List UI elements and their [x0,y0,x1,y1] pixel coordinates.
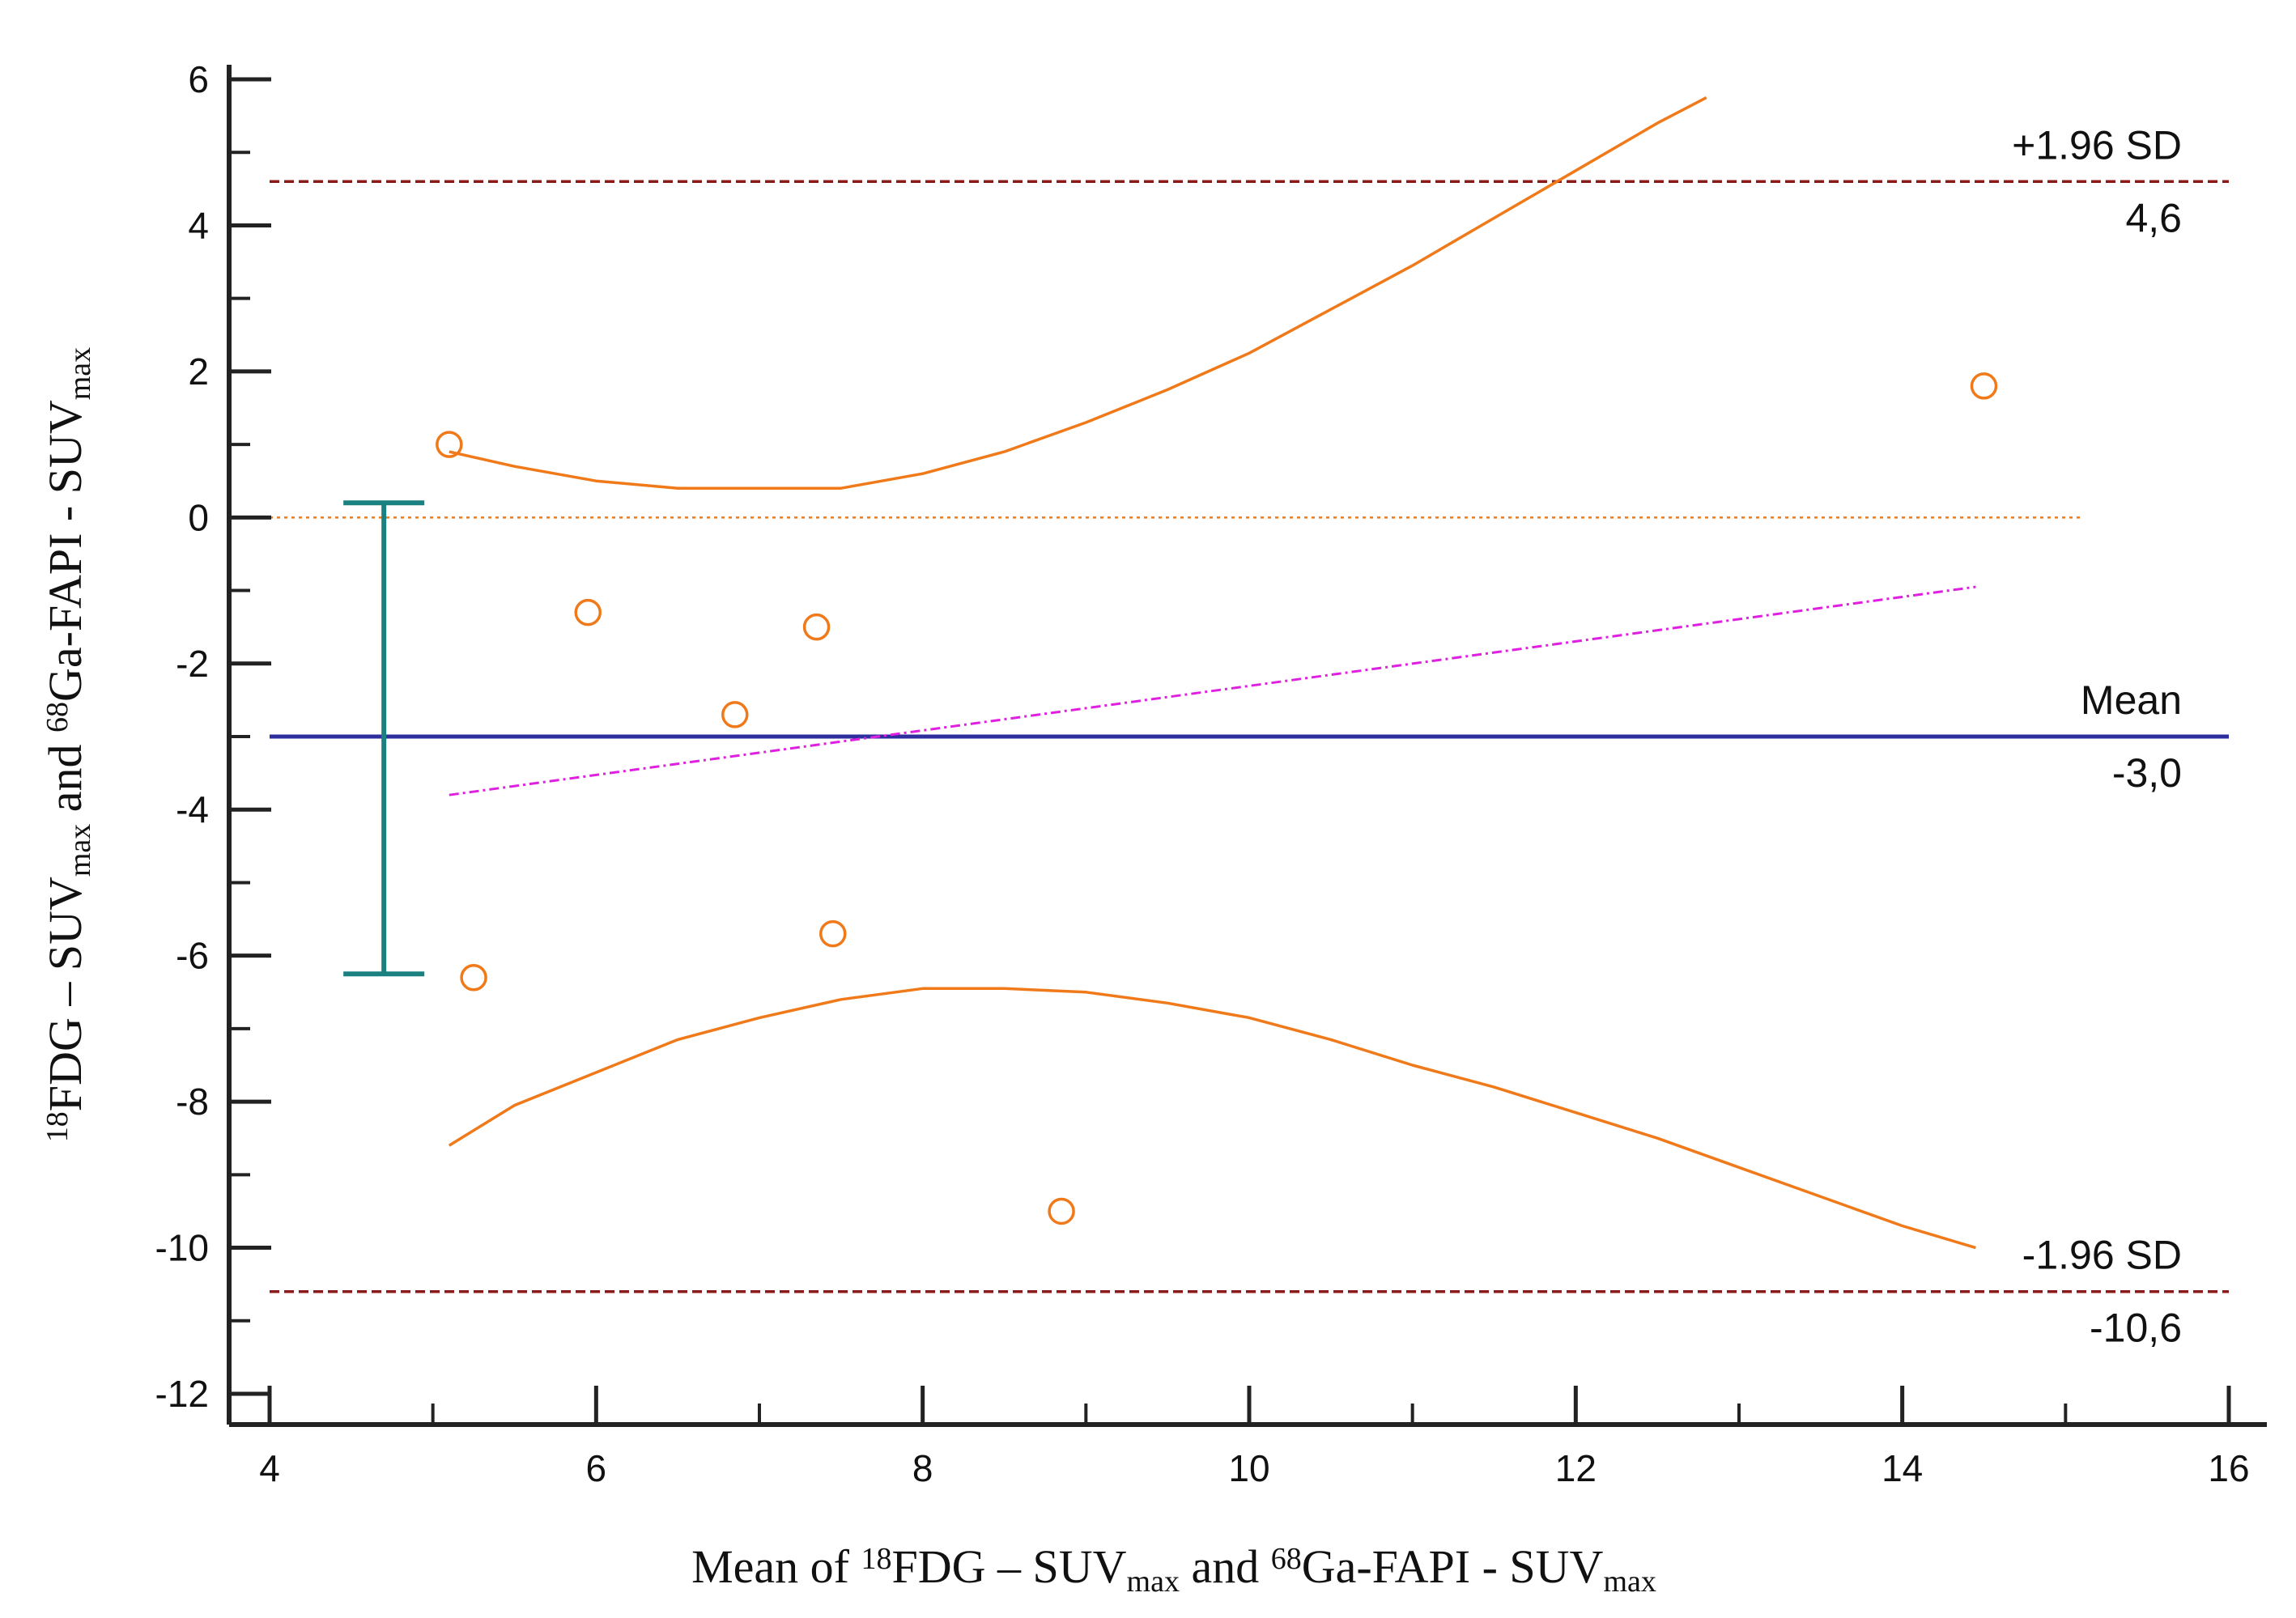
upper-loa-label-value: 4,6 [2125,195,2182,240]
axis-title-part: and [39,733,91,824]
axis-title-part: max [63,824,97,877]
axis-title-part: max [63,347,97,400]
regression-line [449,585,1976,796]
x-tick-label: 14 [1881,1447,1923,1489]
data-point-7 [1048,1197,1075,1225]
upper-loa-label-top: +1.96 SD [2012,122,2182,168]
x-tick-label: 12 [1555,1447,1597,1489]
data-points-group [436,372,1998,1225]
x-tick-label: 10 [1228,1447,1269,1489]
axes-group [227,65,2267,1427]
data-point-8 [1970,372,1998,400]
y-axis-title: 18FDG – SUVmax and 68Ga-FAPI - SUVmax [39,347,97,1142]
x-tick-label: 8 [912,1447,933,1489]
mean-label-top: Mean [2081,677,2182,723]
lower-loa-label-value: -10,6 [2090,1306,2182,1351]
x-tick-label: 6 [586,1447,607,1489]
data-point-3 [574,598,602,626]
y-tick-label: -6 [176,935,209,977]
axis-title-part: 18 [40,1111,74,1142]
axis-title-part: Ga-FAPI - SUV [39,400,91,702]
axis-title-part: 68 [40,702,74,733]
y-tick-label: -8 [176,1081,209,1123]
axis-title-part: 18 [861,1542,891,1576]
axis-title-part: FDG – SUV [39,877,91,1111]
data-point-2 [460,963,487,992]
confidence-curve-upper [449,96,1707,490]
reference-lines-group [270,180,2229,1293]
lower-loa-label-top: -1.96 SD [2022,1233,2182,1278]
axis-title-part: Ga-FAPI - SUV [1302,1540,1604,1593]
axis-title-part: and [1180,1540,1271,1593]
y-tick-label: 6 [188,58,209,100]
tick-labels-group: 6 4 2 0 -2 -4 -6 -8 -10 -12 4 6 8 10 12 14 16 [155,58,2250,1489]
y-tick-label: 2 [188,350,209,393]
y-tick-label: 4 [188,204,209,246]
mean-ci-bar-group [343,500,425,977]
confidence-curve-lower [448,987,1976,1250]
x-tick-label: 16 [2208,1447,2249,1489]
y-tick-label: -4 [176,788,209,830]
axis-title-part: max [1603,1565,1656,1599]
mean-label-value: -3,0 [2112,750,2182,796]
data-point-6 [819,919,847,948]
reference-labels-group: +1.96 SD 4,6 Mean -3,0 -1.96 SD -10,6 [2012,122,2182,1350]
axis-title-part: max [1127,1565,1180,1599]
axis-title-part: FDG – SUV [891,1540,1126,1593]
y-tick-label: -2 [176,643,209,685]
data-point-4 [721,701,749,728]
axis-title-part: Mean of [691,1540,861,1593]
y-tick-label: 0 [188,496,209,538]
y-tick-label: -10 [155,1227,209,1269]
regression-line-group [449,585,1976,796]
y-tick-label: -12 [155,1373,209,1415]
confidence-curves-group [448,96,1976,1250]
x-tick-label: 4 [259,1447,280,1489]
x-axis-title: Mean of 18FDG – SUVmax and 68Ga-FAPI - S… [691,1540,1656,1599]
data-point-5 [802,613,831,641]
axis-title-part: 68 [1271,1542,1302,1576]
data-point-1 [436,431,463,458]
